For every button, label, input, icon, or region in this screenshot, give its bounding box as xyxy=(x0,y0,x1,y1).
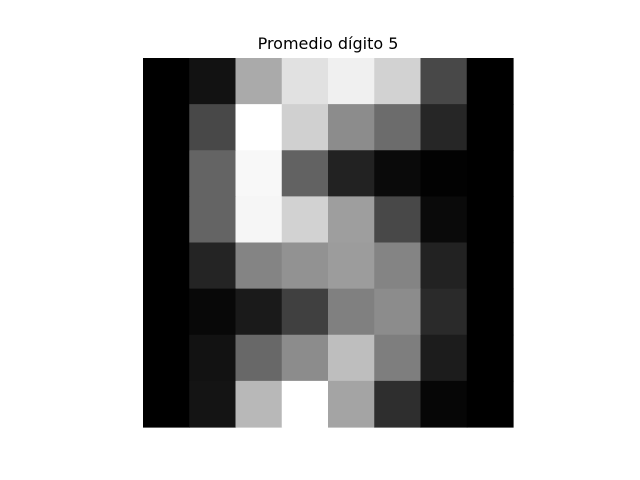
heatmap-cell-r5-c1 xyxy=(189,288,237,336)
heatmap-cell-r0-c7 xyxy=(466,58,514,105)
heatmap-cell-r5-c2 xyxy=(235,288,283,336)
heatmap-cell-r0-c2 xyxy=(235,58,283,105)
heatmap-cell-r2-c0 xyxy=(143,150,190,197)
heatmap-cell-r3-c7 xyxy=(466,196,514,244)
heatmap-cell-r4-c4 xyxy=(328,242,375,290)
heatmap-cell-r2-c1 xyxy=(189,150,237,197)
heatmap-cell-r3-c1 xyxy=(189,196,237,244)
heatmap-cell-r0-c1 xyxy=(189,58,237,105)
heatmap-cell-r1-c1 xyxy=(189,104,237,151)
heatmap-cell-r5-c3 xyxy=(281,288,329,336)
heatmap-cell-r0-c3 xyxy=(281,58,329,105)
heatmap-cell-r1-c0 xyxy=(143,104,190,151)
heatmap-cell-r6-c3 xyxy=(281,334,329,382)
heatmap-cell-r6-c1 xyxy=(189,334,237,382)
heatmap-cell-r7-c5 xyxy=(374,380,422,428)
heatmap-cell-r7-c6 xyxy=(420,380,468,428)
heatmap-cell-r6-c5 xyxy=(374,334,422,382)
heatmap-cell-r5-c0 xyxy=(143,288,190,336)
heatmap-cell-r0-c0 xyxy=(143,58,190,105)
heatmap-cell-r3-c6 xyxy=(420,196,468,244)
heatmap-cell-r5-c7 xyxy=(466,288,514,336)
heatmap-cell-r6-c2 xyxy=(235,334,283,382)
heatmap-cell-r3-c5 xyxy=(374,196,422,244)
heatmap-cell-r3-c2 xyxy=(235,196,283,244)
heatmap-cell-r0-c4 xyxy=(328,58,375,105)
heatmap-cell-r7-c4 xyxy=(328,380,375,428)
heatmap-cell-r4-c2 xyxy=(235,242,283,290)
heatmap-grid xyxy=(143,58,514,428)
heatmap-cell-r4-c0 xyxy=(143,242,190,290)
heatmap-cell-r6-c0 xyxy=(143,334,190,382)
heatmap-cell-r0-c5 xyxy=(374,58,422,105)
heatmap-cell-r7-c3 xyxy=(281,380,329,428)
heatmap-cell-r3-c0 xyxy=(143,196,190,244)
chart-title: Promedio dígito 5 xyxy=(258,34,399,53)
heatmap-cell-r5-c4 xyxy=(328,288,375,336)
heatmap-cell-r5-c6 xyxy=(420,288,468,336)
heatmap-cell-r0-c6 xyxy=(420,58,468,105)
heatmap-cell-r4-c6 xyxy=(420,242,468,290)
heatmap-cell-r2-c4 xyxy=(328,150,375,197)
heatmap-cell-r7-c2 xyxy=(235,380,283,428)
heatmap-cell-r7-c0 xyxy=(143,380,190,428)
heatmap-cell-r1-c5 xyxy=(374,104,422,151)
heatmap-cell-r6-c6 xyxy=(420,334,468,382)
heatmap-cell-r2-c5 xyxy=(374,150,422,197)
heatmap-cell-r6-c4 xyxy=(328,334,375,382)
heatmap-cell-r2-c2 xyxy=(235,150,283,197)
heatmap-cell-r3-c3 xyxy=(281,196,329,244)
heatmap-cell-r1-c3 xyxy=(281,104,329,151)
heatmap-cell-r4-c1 xyxy=(189,242,237,290)
heatmap-cell-r4-c3 xyxy=(281,242,329,290)
heatmap-cell-r4-c7 xyxy=(466,242,514,290)
heatmap-cell-r4-c5 xyxy=(374,242,422,290)
heatmap-cell-r6-c7 xyxy=(466,334,514,382)
heatmap-cell-r3-c4 xyxy=(328,196,375,244)
heatmap-cell-r1-c4 xyxy=(328,104,375,151)
heatmap-cell-r7-c1 xyxy=(189,380,237,428)
heatmap-cell-r5-c5 xyxy=(374,288,422,336)
heatmap-cell-r1-c7 xyxy=(466,104,514,151)
heatmap-cell-r2-c3 xyxy=(281,150,329,197)
heatmap-cell-r7-c7 xyxy=(466,380,514,428)
heatmap-cell-r1-c2 xyxy=(235,104,283,151)
heatmap-cell-r2-c6 xyxy=(420,150,468,197)
heatmap-cell-r1-c6 xyxy=(420,104,468,151)
heatmap-cell-r2-c7 xyxy=(466,150,514,197)
